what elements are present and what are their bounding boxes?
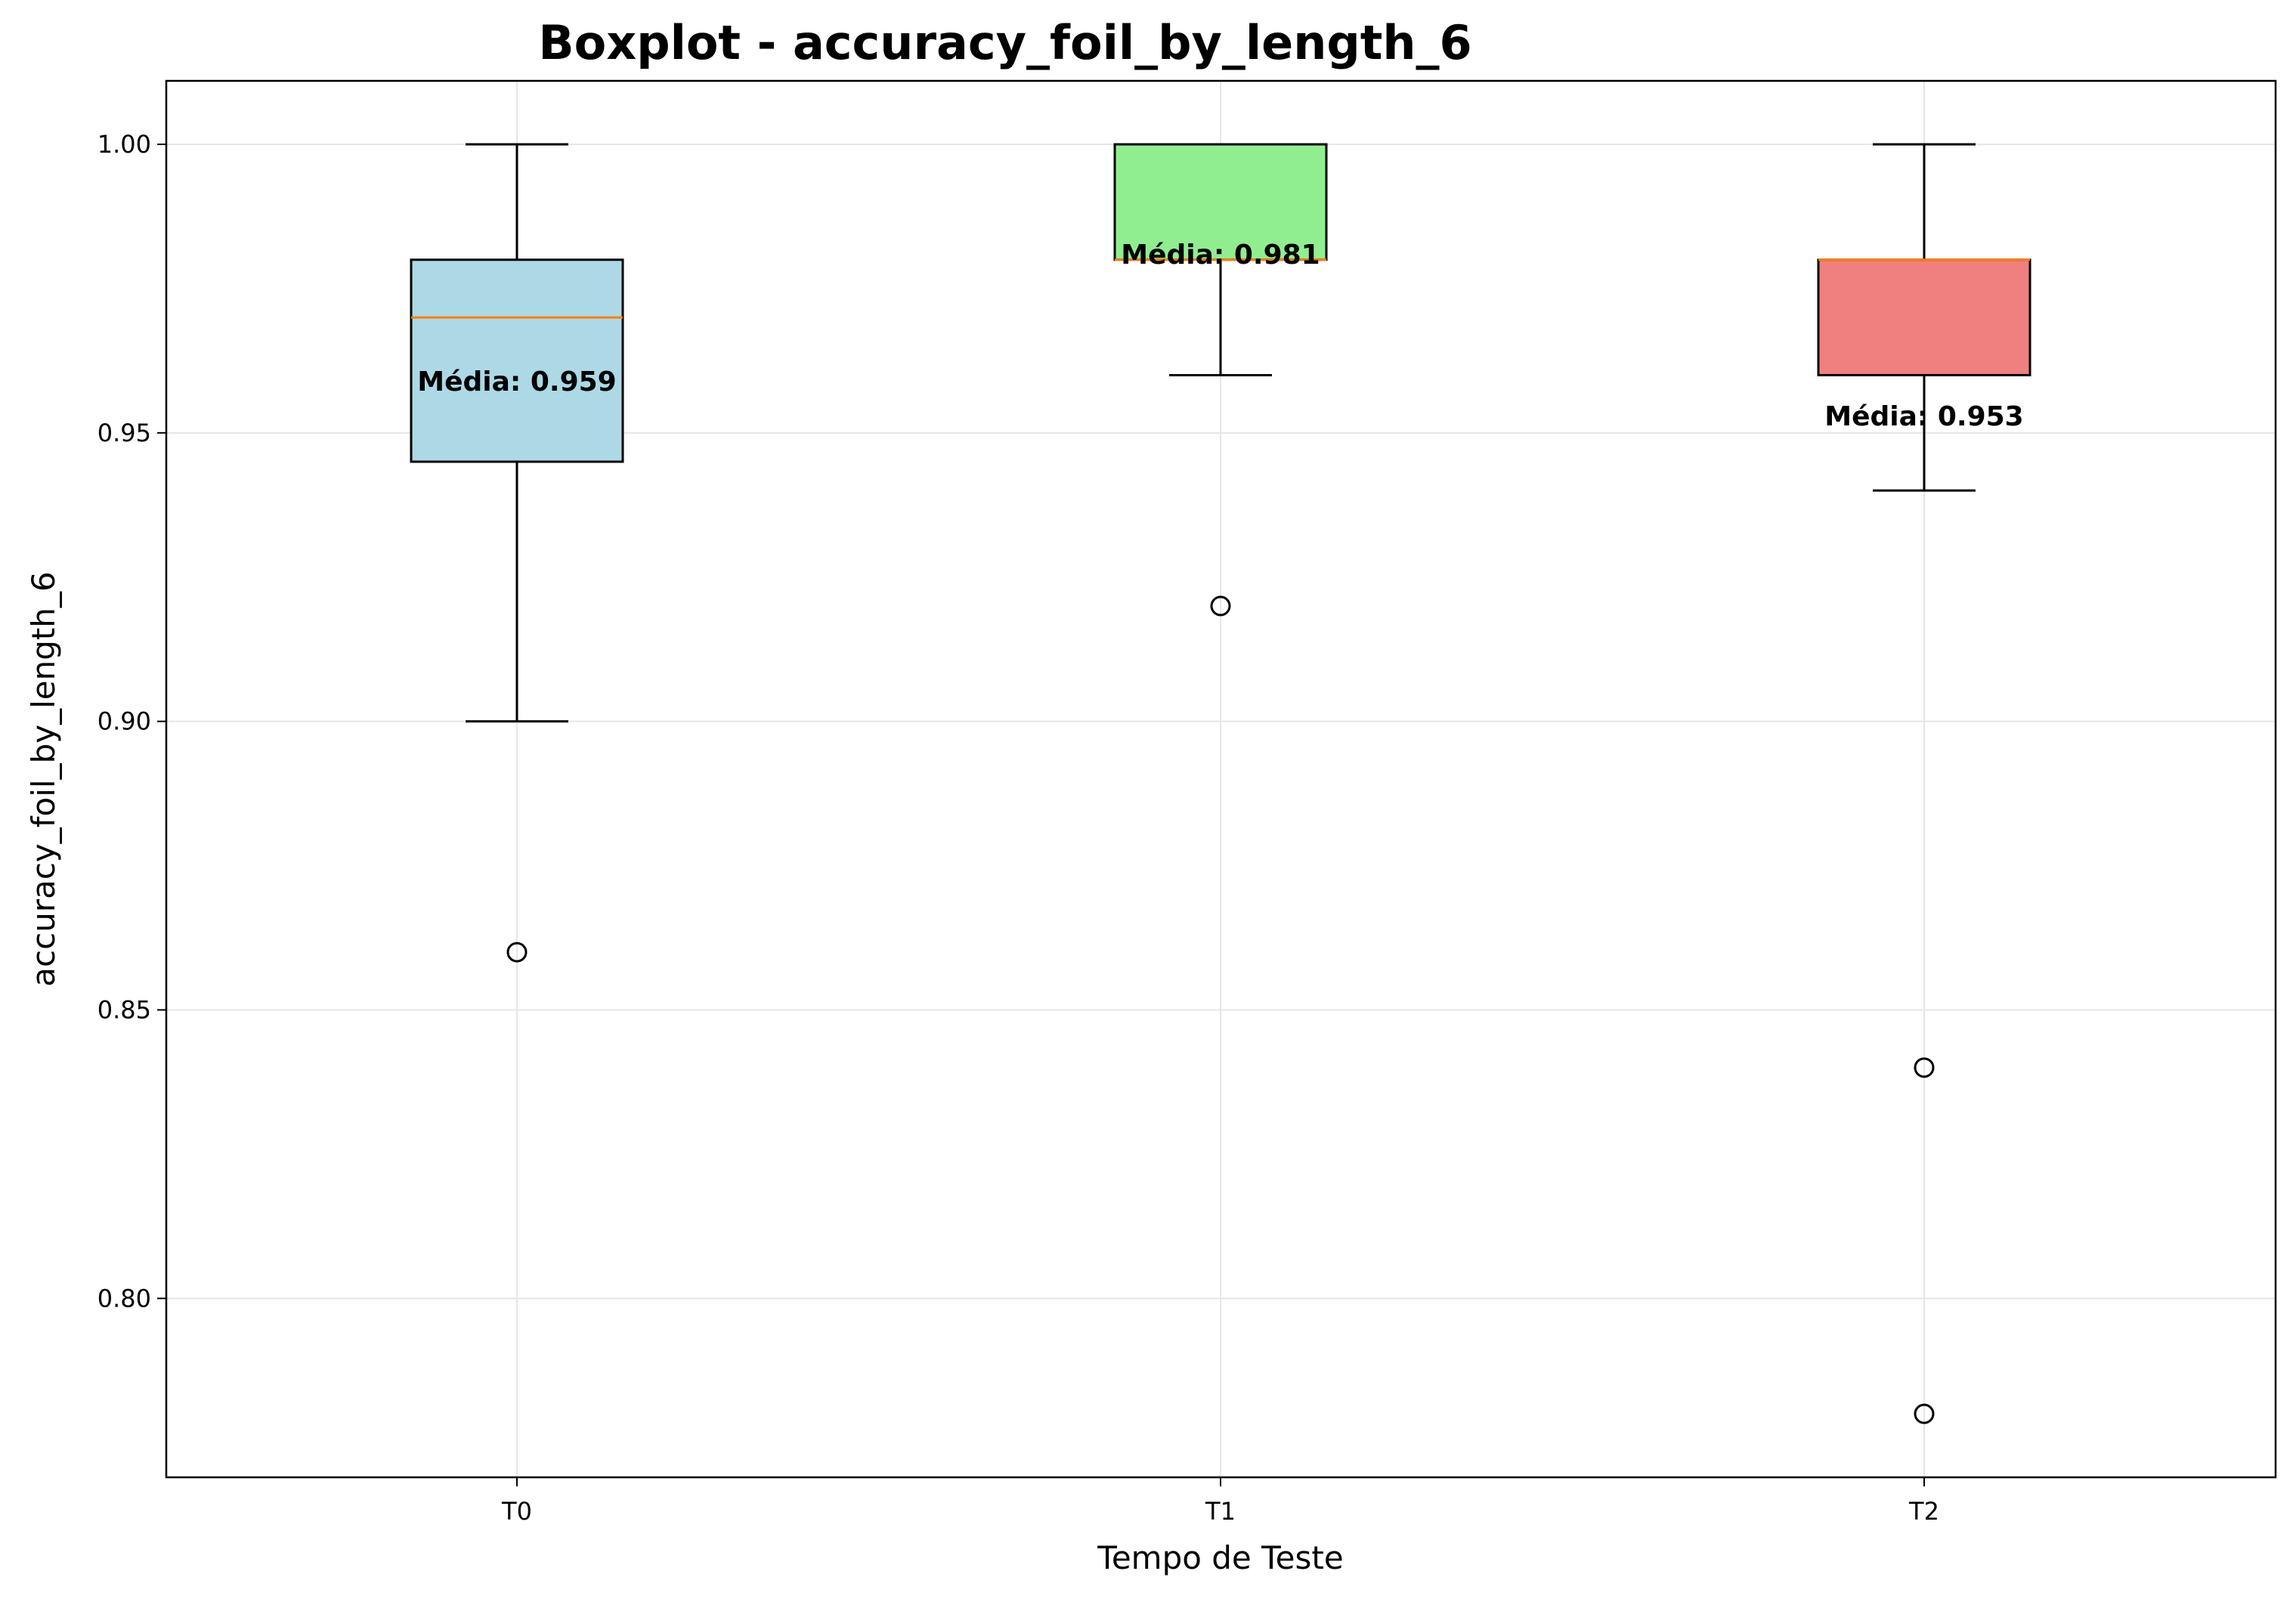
y-tick-label: 1.00 [97,130,151,159]
mean-label: Média: 0.953 [1824,401,2023,432]
outlier-point [506,942,528,963]
axis-ticks: 0.80 0.85 0.90 0.95 1.00 T0 T1 T2 [97,130,1939,1526]
box-T0 [410,143,624,963]
y-tick-label: 0.95 [97,419,151,447]
box-T1 [1113,143,1328,617]
x-tick-label: T0 [501,1497,532,1526]
x-axis-label: Tempo de Teste [1097,1539,1343,1576]
mean-label: Média: 0.959 [417,366,616,397]
y-tick-label: 0.85 [97,995,151,1024]
boxes [410,143,2031,1424]
mean-label: Média: 0.981 [1121,240,1320,271]
x-tick-label: T2 [1908,1497,1939,1526]
outlier-point [1210,595,1231,617]
x-tick-label: T1 [1205,1497,1236,1526]
iqr-box [1817,258,2031,376]
outlier-point [1914,1057,1935,1078]
y-tick-label: 0.90 [97,707,151,736]
iqr-box [1113,143,1328,261]
y-tick-label: 0.80 [97,1284,151,1313]
y-axis-label: accuracy_foil_by_length_6 [25,571,62,986]
box-T2 [1817,143,2031,1424]
iqr-box [410,258,624,463]
outlier-point [1914,1403,1935,1424]
chart-title: Boxplot - accuracy_foil_by_length_6 [538,15,1471,70]
mean-labels: Média: 0.959 Média: 0.981 Média: 0.953 [417,240,2023,432]
